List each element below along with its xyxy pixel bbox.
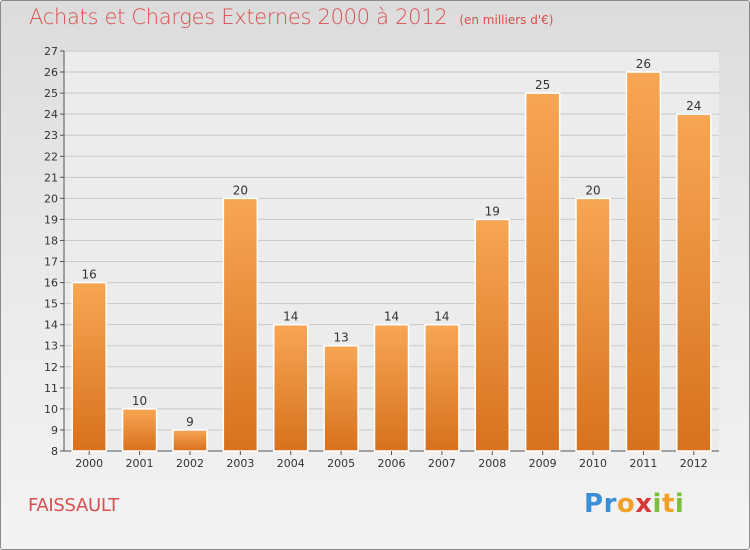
data-label-2012: 24	[686, 99, 701, 113]
data-label-2006: 14	[384, 310, 399, 324]
x-tick-label-2004: 2004	[277, 457, 305, 470]
chart-title: Achats et Charges Externes 2000 à 2012	[29, 5, 448, 29]
logo-letter: i	[652, 489, 662, 519]
bar-2003	[222, 197, 259, 452]
x-tick-label-2007: 2007	[428, 457, 456, 470]
x-tick-label-2003: 2003	[226, 457, 254, 470]
bar-2005	[323, 344, 359, 452]
bar-2009	[524, 92, 561, 452]
y-tick-label: 21	[44, 171, 58, 184]
data-label-2002: 9	[186, 415, 194, 429]
y-tick-label: 9	[51, 424, 58, 437]
y-tick-label: 24	[44, 108, 58, 121]
y-tick-label: 27	[44, 45, 58, 58]
bar-2004	[272, 323, 309, 452]
data-label-2009: 25	[535, 78, 550, 92]
bar-2000	[71, 281, 107, 452]
y-tick-label: 8	[51, 445, 58, 458]
y-tick-label: 25	[44, 87, 58, 100]
x-tick-label-2001: 2001	[126, 457, 154, 470]
bar-2011	[625, 71, 662, 452]
x-tick-label-2000: 2000	[75, 457, 103, 470]
y-tick-label: 13	[44, 340, 58, 353]
y-tick-label: 14	[44, 319, 58, 332]
data-label-2008: 19	[485, 204, 500, 218]
y-tick-label: 12	[44, 361, 58, 374]
x-tick-label-2005: 2005	[327, 457, 355, 470]
y-tick-label: 20	[44, 192, 58, 205]
bar-2008	[474, 218, 511, 452]
data-label-2005: 13	[333, 331, 348, 345]
logo-letter: i	[674, 489, 685, 519]
bar-2012	[676, 113, 712, 452]
logo-letter: t	[661, 489, 675, 519]
y-tick-label: 19	[44, 213, 58, 226]
x-tick-label-2009: 2009	[529, 457, 557, 470]
bar-2001	[121, 408, 158, 452]
chart-title-block: Achats et Charges Externes 2000 à 2012 (…	[29, 5, 553, 37]
y-tick-label: 16	[44, 277, 58, 290]
data-label-2007: 14	[434, 310, 449, 324]
y-tick-label: 18	[44, 234, 58, 247]
data-label-2010: 20	[585, 183, 600, 197]
data-label-2004: 14	[283, 310, 298, 324]
y-tick-label: 17	[44, 256, 58, 269]
x-tick-label-2006: 2006	[378, 457, 406, 470]
bar-2007	[424, 323, 460, 452]
y-tick-label: 10	[44, 403, 58, 416]
x-tick-label-2012: 2012	[680, 457, 708, 470]
y-tick-label: 15	[44, 298, 58, 311]
y-tick-label: 11	[44, 382, 58, 395]
commune-name: FAISSAULT	[28, 495, 119, 516]
bar-2010	[575, 197, 611, 452]
logo-letter: P	[584, 489, 604, 519]
chart-unit: (en milliers d'€)	[459, 13, 554, 27]
x-tick-label-2010: 2010	[579, 457, 607, 470]
logo-letter: o	[616, 489, 636, 519]
x-tick-label-2011: 2011	[629, 457, 657, 470]
logo-letter: r	[603, 489, 617, 519]
x-tick-label-2008: 2008	[478, 457, 506, 470]
x-tick-label-2002: 2002	[176, 457, 204, 470]
data-label-2000: 16	[82, 268, 97, 282]
y-tick-label: 23	[44, 129, 58, 142]
y-tick-label: 26	[44, 66, 58, 79]
data-label-2001: 10	[132, 394, 147, 408]
data-label-2011: 26	[636, 57, 651, 71]
bar-2006	[373, 323, 410, 452]
logo-letter: x	[635, 489, 653, 519]
y-tick-label: 22	[44, 150, 58, 163]
data-label-2003: 20	[233, 183, 248, 197]
bar-2002	[172, 429, 208, 452]
